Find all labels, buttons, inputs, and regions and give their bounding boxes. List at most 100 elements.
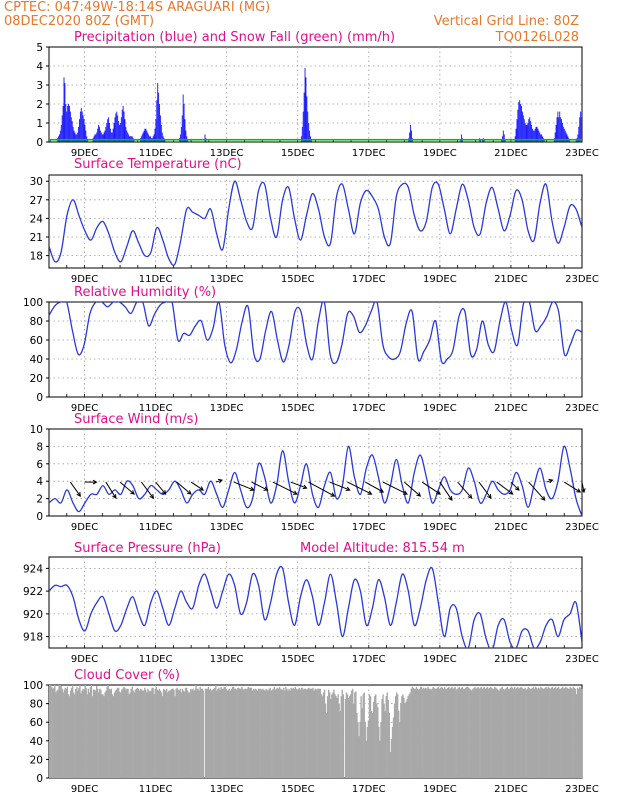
wind-date-label: 21DEC [494, 522, 528, 533]
cloud-bar [202, 690, 204, 778]
cloud-bar [262, 688, 264, 778]
cloud-bar [565, 686, 567, 778]
cloud-bar [227, 689, 230, 778]
cloud-bar [52, 688, 54, 778]
cloud-date-label: 19DEC [423, 784, 457, 795]
precip-bar [115, 113, 117, 142]
cloud-bar [320, 694, 323, 778]
cloud-bar [197, 688, 199, 778]
temp-frame [48, 174, 583, 269]
cloud-date-label: 11DEC [139, 784, 173, 795]
cloud-bar [496, 688, 498, 778]
precip-bar [114, 117, 116, 142]
cloud-bar [276, 687, 279, 778]
wind-arrow-head [379, 488, 385, 493]
precip-bar [536, 126, 538, 142]
cloud-bar [210, 690, 213, 778]
cloud-bar [345, 692, 348, 778]
pres-date-label: 23DEC [565, 654, 599, 665]
cloud-bar [150, 690, 152, 778]
cloud-date-label: 23DEC [565, 784, 599, 795]
cloud-bar [551, 686, 554, 778]
precip-bar [563, 128, 565, 142]
cloud-bar [450, 687, 452, 778]
rh-ytick-label: 80 [30, 316, 43, 328]
cloud-bar [221, 688, 223, 778]
cloud-bar [223, 686, 225, 778]
cloud-bar [77, 690, 79, 778]
precip-bar [98, 124, 100, 142]
cloud-bar [281, 689, 283, 778]
precip-bar [106, 123, 108, 142]
cloud-bar [147, 688, 149, 778]
precip-bar [60, 124, 62, 142]
precip-bar [109, 123, 110, 142]
cloud-bar [335, 696, 337, 778]
precip-bar [559, 111, 561, 142]
wind-arrow-head [581, 488, 586, 494]
cloud-bar [536, 687, 538, 778]
cloud-bar [172, 688, 174, 778]
pres-date-label: 17DEC [352, 654, 386, 665]
precip-bar [128, 134, 130, 142]
precip-bar [309, 130, 311, 142]
cloud-bar [505, 687, 508, 778]
precip-bar [181, 115, 183, 142]
precip-bar [577, 134, 579, 142]
cloud-bar [325, 712, 328, 778]
precip-bar [64, 83, 66, 142]
cloud-bar [514, 686, 516, 778]
cloud-bar [213, 688, 215, 778]
cloud-bar [525, 689, 527, 778]
cloud-date-label: 9DEC [71, 784, 98, 795]
precip-bar [68, 104, 70, 142]
cloud-bar [265, 688, 267, 778]
wind-arrow [478, 481, 492, 499]
cloud-bar [449, 688, 451, 778]
cloud-bar [302, 689, 305, 778]
cloud-bar [574, 688, 577, 778]
cloud-bar [462, 688, 465, 778]
cloud-bar [401, 696, 403, 778]
cloud-bar [571, 688, 573, 778]
wind-arrow [329, 481, 350, 491]
wind-arrow [421, 481, 441, 495]
precip-bar [521, 111, 523, 142]
cloud-bar [304, 688, 306, 778]
precip-bar [141, 134, 143, 142]
cloud-bar [483, 686, 486, 778]
cloud-bar [397, 694, 399, 778]
precip-bar [113, 123, 115, 142]
wind-arrow-head [161, 490, 167, 495]
precip-bar [561, 119, 562, 142]
rh-date-label: 23DEC [565, 403, 599, 414]
precip-bar [531, 128, 533, 142]
cloud-bar [457, 687, 459, 778]
cloud-bar [566, 687, 568, 778]
cloud-bar [520, 686, 522, 778]
cloud-bar [547, 686, 549, 778]
wind-arrow [496, 481, 514, 495]
cloud-bar [76, 686, 78, 778]
temp-title: Surface Temperature (nC) [74, 157, 242, 172]
cloud-bar [255, 689, 258, 778]
cloud-bar [394, 696, 397, 778]
cloud-title: Cloud Cover (%) [74, 668, 180, 683]
cloud-bar [467, 686, 469, 778]
precip-bar [71, 121, 73, 142]
cloud-bar [539, 688, 541, 778]
temp-line [49, 180, 582, 266]
cloud-bar [294, 686, 296, 778]
cloud-bar [333, 689, 335, 778]
cloud-bar [85, 687, 87, 778]
wind-arrow [69, 481, 81, 497]
wind-arrow [176, 481, 192, 495]
cloud-bar [124, 687, 126, 778]
cloud-bar [296, 689, 299, 778]
cloud-bar [86, 694, 88, 778]
cloud-bar [88, 692, 91, 778]
cloud-bar [134, 689, 137, 778]
cloud-bar [191, 689, 193, 778]
wind-arrow [105, 481, 117, 499]
precip-bar [94, 134, 96, 142]
